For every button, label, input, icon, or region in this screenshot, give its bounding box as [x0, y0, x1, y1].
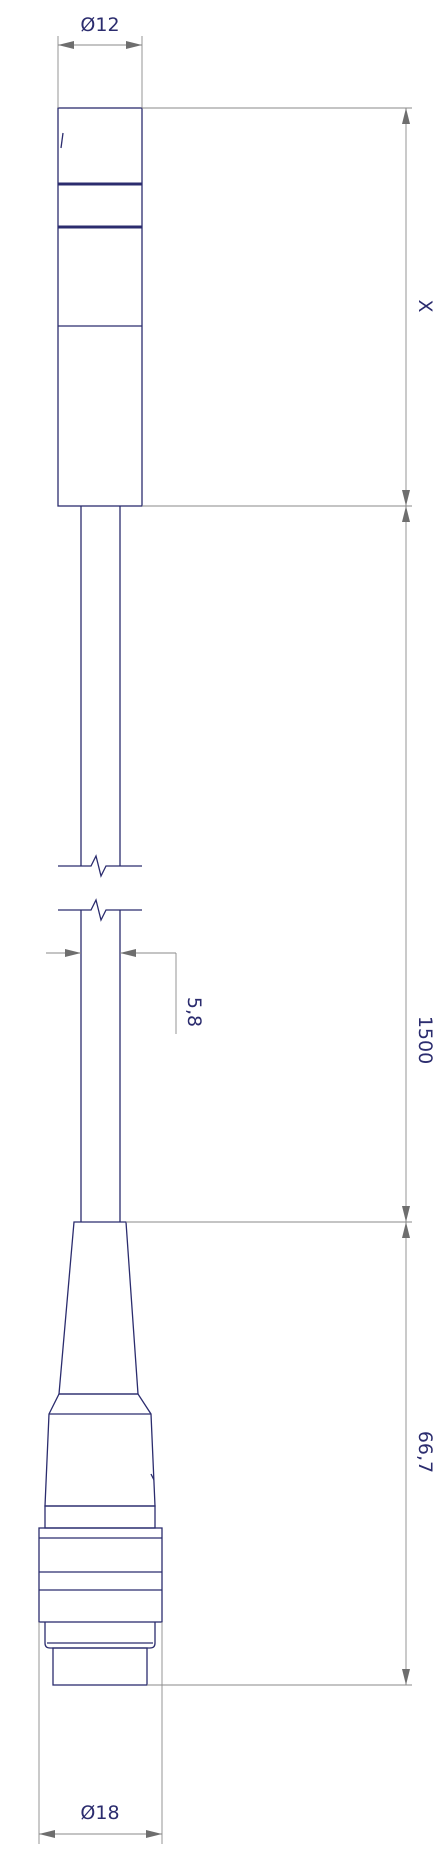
connector-collar — [44, 1622, 156, 1649]
connector-strain-relief — [58, 1221, 139, 1395]
connector-nut — [38, 1527, 163, 1623]
connector-length-label: 66,7 — [414, 1431, 436, 1473]
dim-sensor-diameter: Ø12 — [57, 14, 143, 108]
cable-break-bottom — [58, 898, 142, 922]
sensor-diameter-label: Ø12 — [80, 14, 119, 36]
cable-break-top — [58, 854, 142, 878]
cable-length-label: 1500 — [414, 1016, 436, 1064]
connector-taper — [44, 1393, 156, 1507]
arrow-bottom — [402, 1669, 410, 1685]
sensor-body-outline — [57, 107, 143, 507]
sensor-length-label: X — [414, 299, 436, 312]
dim-cable-diameter: 5,8 — [46, 949, 205, 1034]
arrow-top — [402, 1222, 410, 1238]
arrow-bottom — [402, 490, 410, 506]
dim-connector-length: 66,7 — [402, 1222, 436, 1685]
sensor-marking — [60, 132, 64, 149]
arrow-left — [58, 41, 74, 49]
cable-diameter-label: 5,8 — [183, 997, 205, 1027]
arrow-top — [402, 108, 410, 124]
arrow-right — [120, 949, 136, 957]
sensor-head — [57, 107, 143, 507]
arrow-top — [402, 506, 410, 522]
dim-cable-length: 1500 — [402, 506, 436, 1222]
dim-connector-diameter: Ø18 — [38, 1622, 163, 1844]
connector-band — [44, 1505, 156, 1529]
arrow-right — [126, 41, 142, 49]
connector-pin-end — [52, 1647, 148, 1686]
connector — [38, 1221, 163, 1686]
arrow-bottom — [402, 1206, 410, 1222]
connector-diameter-label: Ø18 — [80, 1802, 119, 1824]
arrow-right — [146, 1830, 162, 1838]
arrow-left — [65, 949, 81, 957]
dim-sensor-length: X — [402, 108, 436, 506]
cable — [58, 506, 142, 1222]
connector-notch — [150, 1473, 155, 1481]
arrow-left — [39, 1830, 55, 1838]
